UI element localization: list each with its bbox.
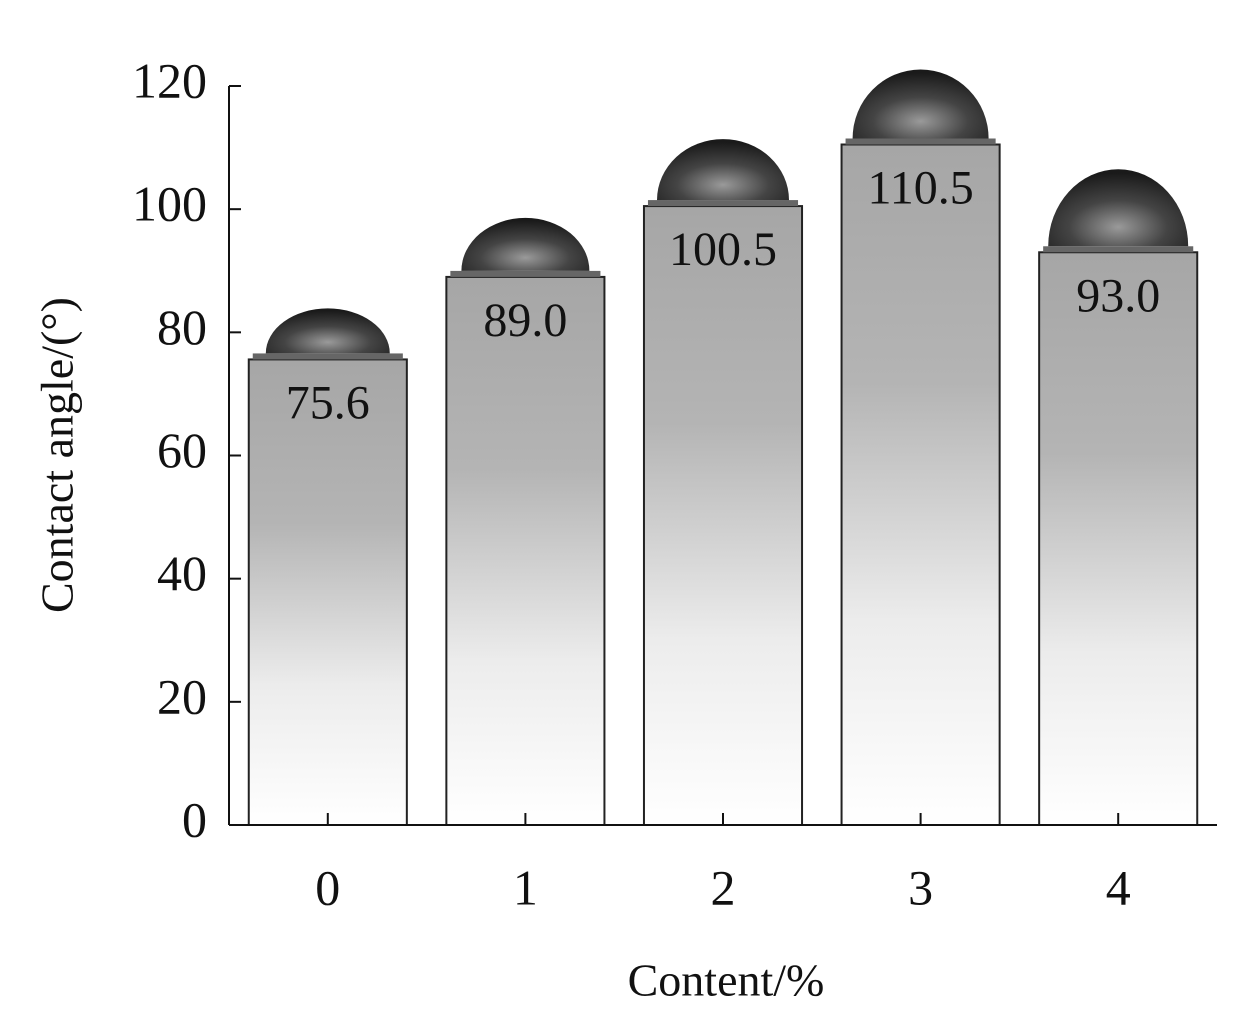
bar	[1038, 251, 1199, 826]
bar	[642, 205, 804, 826]
x-tick-label: 4	[1106, 859, 1131, 915]
value-label: 93.0	[1076, 269, 1160, 322]
droplet	[852, 69, 989, 139]
x-tick-label: 0	[315, 859, 340, 915]
droplet	[1048, 169, 1189, 247]
droplet-base	[647, 200, 799, 207]
y-tick-label: 0	[182, 791, 207, 847]
value-label: 110.5	[867, 162, 973, 215]
bar	[840, 143, 1001, 827]
droplet-base	[845, 138, 996, 145]
bar	[445, 275, 606, 826]
y-tick-label: 120	[132, 52, 207, 108]
y-tick-label: 40	[157, 545, 207, 601]
x-tick-label: 1	[513, 859, 538, 915]
value-label: 100.5	[669, 223, 777, 276]
y-tick-label: 60	[157, 422, 207, 478]
droplet-base	[450, 270, 601, 277]
droplet	[265, 308, 390, 354]
droplet	[461, 217, 590, 271]
y-tick-label: 100	[132, 176, 207, 232]
droplet-base	[1043, 246, 1194, 253]
x-axis-title: Content/%	[628, 955, 825, 1006]
y-tick-label: 80	[157, 299, 207, 355]
value-label: 75.6	[286, 376, 370, 429]
y-axis-title: Contact angle/(°)	[32, 297, 83, 613]
x-tick-label: 2	[711, 859, 736, 915]
value-label: 89.0	[483, 294, 567, 347]
droplet	[657, 139, 789, 201]
x-tick-label: 3	[908, 859, 933, 915]
droplet-base	[252, 353, 403, 360]
y-tick-label: 20	[157, 668, 207, 724]
